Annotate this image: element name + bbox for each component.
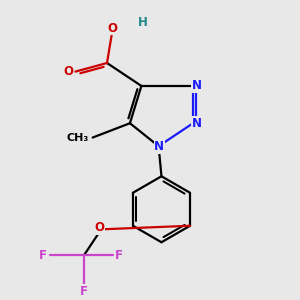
Text: H: H [138,16,148,29]
Text: O: O [95,221,105,234]
Text: N: N [154,140,164,153]
Text: F: F [39,249,47,262]
Text: CH₃: CH₃ [66,133,88,142]
Text: F: F [115,249,123,262]
Text: F: F [80,284,88,298]
Text: N: N [192,117,202,130]
Text: O: O [63,65,73,78]
Text: N: N [192,80,202,92]
Text: O: O [108,22,118,35]
